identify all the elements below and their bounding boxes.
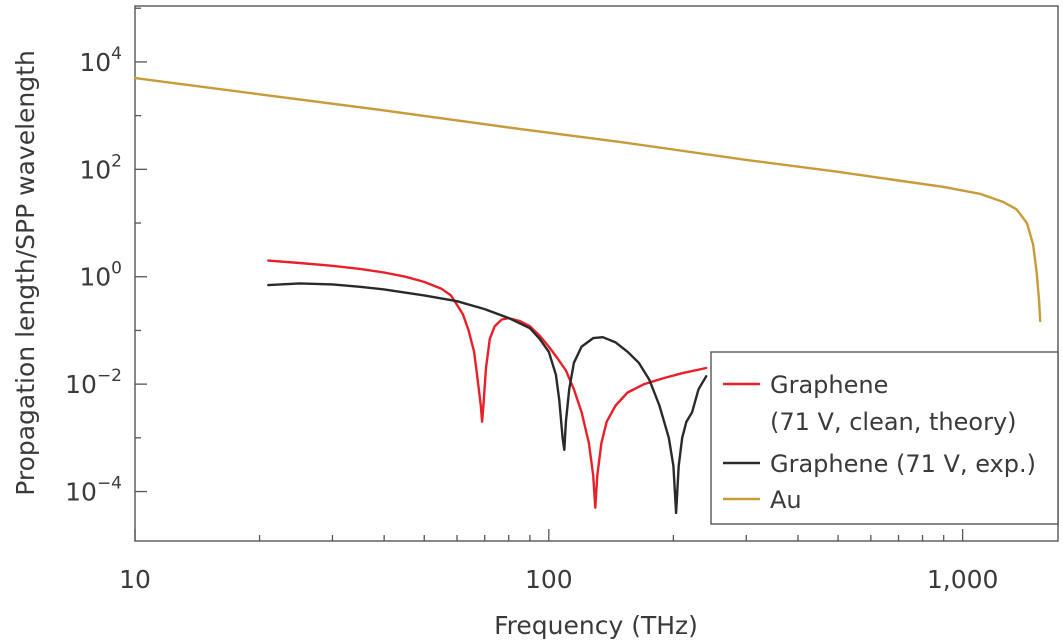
series-line-1 [267,282,708,515]
x-axis-label: Frequency (THz) [494,611,698,640]
y-tick-label-exponent: 0 [111,259,122,279]
y-tick-label-base: 10 [65,370,97,399]
y-tick-label-exponent: 4 [111,44,122,64]
plot-frame [134,5,1059,542]
y-tick-label-base: 10 [79,155,111,184]
y-tick-label: 10−4 [65,474,122,507]
y-tick-label: 10−2 [65,366,122,399]
y-tick-label-exponent: −4 [97,474,122,494]
legend-label-graphene-theory: Graphene [770,371,888,399]
y-tick-label: 104 [79,44,122,77]
y-tick-label-exponent: 2 [111,151,122,171]
y-tick-label-base: 10 [79,48,111,77]
legend-box [710,351,1059,525]
y-tick-label-base: 10 [79,263,111,292]
legend: Graphene (71 V, clean, theory) Graphene … [710,351,1059,525]
x-tick-label: 1,000 [927,565,999,594]
y-tick-label: 100 [79,259,122,292]
legend-label-graphene-theory-detail: (71 V, clean, theory) [770,408,1017,436]
legend-label-au: Au [770,486,802,514]
x-tick-label: 10 [119,565,151,594]
legend-label-graphene-exp: Graphene (71 V, exp.) [770,450,1036,478]
series-line-0 [267,259,708,509]
y-tick-label-exponent: −2 [97,366,122,386]
y-tick-label-base: 10 [65,478,97,507]
series-group [133,76,1042,515]
y-axis-label: Propagation length/SPP wavelength [11,50,40,496]
y-tick-label: 102 [79,151,122,184]
series-line-2 [133,76,1042,323]
x-tick-label: 100 [525,565,573,594]
